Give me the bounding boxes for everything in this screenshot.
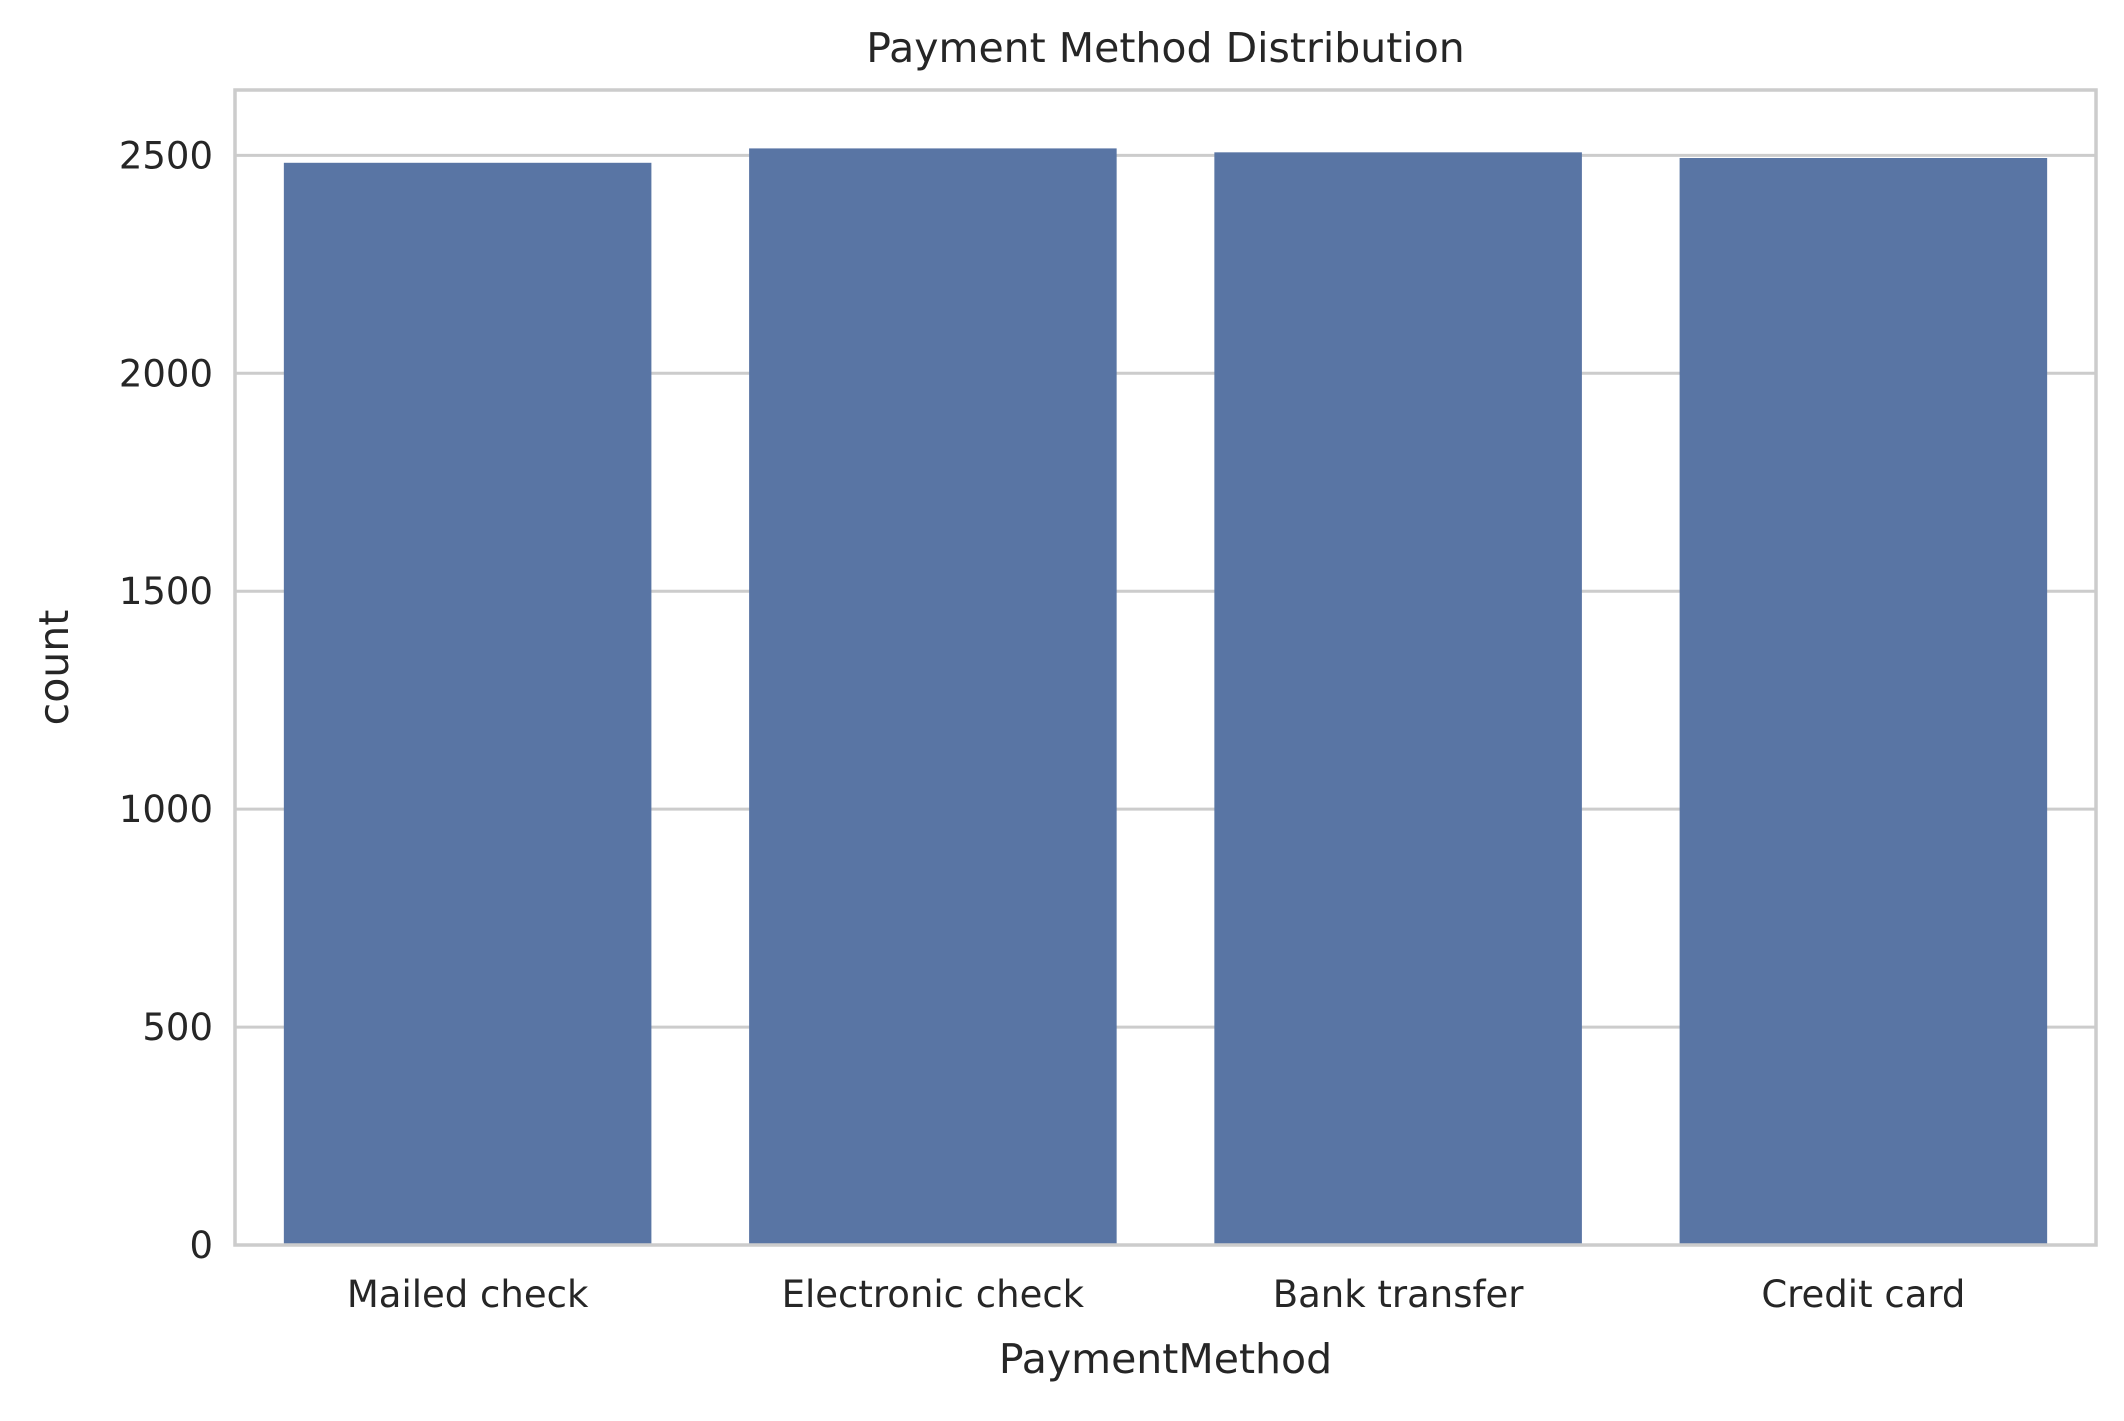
x-axis-label: PaymentMethod — [999, 1335, 1332, 1383]
bars — [283, 148, 2048, 1246]
y-tick-label: 500 — [142, 1006, 213, 1049]
y-tick-label: 2500 — [119, 134, 213, 177]
bar-credit-card — [1679, 157, 2048, 1246]
y-tick-label: 0 — [189, 1224, 213, 1267]
bar-electronic-check — [749, 148, 1117, 1245]
plot-frame — [233, 88, 2098, 1247]
bar-mailed-check — [283, 162, 652, 1246]
y-tick-label: 1000 — [119, 788, 213, 831]
chart-title: Payment Method Distribution — [866, 24, 1465, 72]
x-tick-label: Mailed check — [347, 1273, 589, 1316]
y-tick-labels: 0 500 1000 1500 2000 2500 — [119, 134, 213, 1267]
bar-bank-transfer — [1214, 152, 1582, 1245]
y-tick-label: 1500 — [119, 570, 213, 613]
x-tick-label: Bank transfer — [1273, 1273, 1525, 1316]
y-axis-label: count — [30, 610, 78, 726]
y-tick-label: 2000 — [119, 352, 213, 395]
x-tick-labels: Mailed check Electronic check Bank transfe… — [347, 1273, 1966, 1316]
x-tick-label: Credit card — [1761, 1273, 1965, 1316]
x-tick-label: Electronic check — [782, 1273, 1085, 1316]
